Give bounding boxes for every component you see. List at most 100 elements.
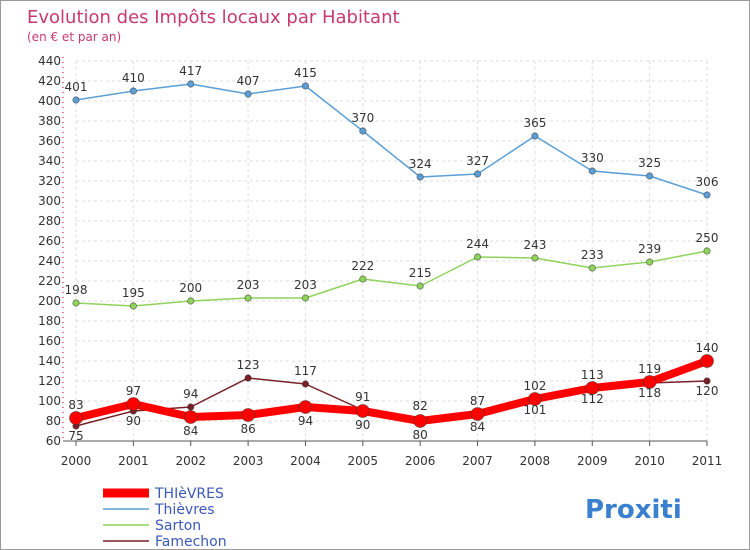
data-point: [642, 375, 657, 389]
data-point: [187, 297, 195, 305]
y-tick-label: 260: [38, 234, 61, 248]
data-label: 94: [183, 387, 198, 401]
data-label: 325: [638, 156, 661, 170]
series-line: [75, 250, 708, 307]
data-label: 203: [294, 278, 317, 292]
data-label: 410: [122, 71, 145, 85]
data-label: 365: [523, 116, 546, 130]
data-label: 117: [294, 364, 317, 378]
data-point: [129, 302, 137, 310]
data-label: 401: [65, 80, 88, 94]
data-label: 86: [240, 422, 255, 436]
y-tick-label: 220: [38, 274, 61, 288]
data-point: [473, 170, 482, 178]
data-point: [646, 258, 654, 266]
x-tick-label: 2005: [348, 454, 379, 468]
x-tick-label: 2008: [520, 454, 551, 468]
y-tick-label: 360: [38, 134, 61, 148]
x-tick-label: 2007: [462, 454, 493, 468]
data-point: [187, 403, 195, 411]
series-group: 401 410 417 407 415 370 324 327 365 330 325 306 198 1…: [65, 64, 719, 443]
data-point: [359, 275, 367, 283]
data-point: [588, 264, 596, 272]
data-label: 101: [523, 403, 546, 417]
data-point: [531, 254, 539, 262]
y-tick-label: 200: [38, 294, 61, 308]
data-label: 407: [237, 74, 260, 88]
data-point: [700, 354, 714, 368]
data-point: [129, 87, 137, 95]
data-point: [585, 381, 600, 395]
data-label: 215: [409, 266, 432, 280]
data-label: 112: [581, 392, 604, 406]
data-point: [301, 294, 310, 302]
data-label: 330: [581, 151, 604, 165]
data-label: 119: [638, 362, 661, 376]
data-label: 243: [523, 238, 546, 252]
x-tick-label: 2010: [634, 454, 665, 468]
data-point: [301, 82, 310, 90]
series-line: [75, 83, 708, 196]
data-label: 195: [122, 286, 145, 300]
data-point: [126, 397, 141, 411]
x-tick-label: 2011: [692, 454, 723, 468]
data-point: [72, 96, 80, 104]
data-label: 118: [638, 386, 661, 400]
legend-label: Famechon: [155, 534, 227, 550]
data-point: [703, 191, 711, 199]
data-point: [359, 127, 367, 135]
series-line: [72, 357, 711, 425]
brand-logo: Proxiti: [585, 495, 682, 525]
data-label: 198: [65, 283, 88, 297]
data-label: 90: [355, 418, 370, 432]
data-point: [298, 400, 313, 414]
data-label: 239: [638, 242, 661, 256]
data-label: 306: [696, 175, 719, 189]
data-label: 140: [696, 341, 719, 355]
x-tick-label: 2001: [118, 454, 149, 468]
legend-label: THIèVRES: [154, 486, 224, 502]
data-point: [183, 410, 198, 424]
data-label: 244: [466, 237, 489, 251]
data-point: [355, 404, 370, 418]
data-label: 91: [355, 390, 370, 404]
data-point: [416, 282, 424, 290]
data-label: 123: [237, 358, 260, 372]
data-point: [244, 294, 252, 302]
data-label: 97: [126, 384, 141, 398]
data-label: 87: [470, 394, 485, 408]
x-tick-label: 2000: [61, 454, 92, 468]
y-tick-label: 380: [38, 114, 61, 128]
data-label: 82: [413, 399, 428, 413]
chart-subtitle: (en € et par an): [27, 30, 121, 44]
data-label: 327: [466, 154, 489, 168]
data-label: 370: [351, 111, 374, 125]
legend-label: Thièvres: [154, 502, 215, 518]
data-point: [528, 392, 542, 406]
y-tick-label: 160: [38, 334, 61, 348]
data-point: [531, 132, 539, 140]
data-point: [72, 299, 80, 307]
data-point: [69, 411, 83, 425]
data-point: [301, 380, 310, 388]
data-point: [646, 172, 654, 180]
data-label: 200: [179, 281, 202, 295]
y-tick-label: 300: [38, 194, 61, 208]
data-point: [416, 173, 424, 181]
data-point: [473, 253, 482, 261]
data-label: 90: [126, 414, 141, 428]
y-tick-label: 100: [38, 394, 61, 408]
data-label: 80: [413, 428, 428, 442]
data-point: [588, 167, 596, 175]
data-point: [470, 407, 485, 421]
x-tick-label: 2006: [405, 454, 436, 468]
data-label: 120: [696, 384, 719, 398]
y-tick-label: 400: [38, 94, 61, 108]
x-tick-label: 2004: [290, 454, 321, 468]
data-label: 83: [68, 398, 83, 412]
y-tick-label: 80: [46, 414, 61, 428]
data-label: 113: [581, 368, 604, 382]
data-label: 233: [581, 248, 604, 262]
